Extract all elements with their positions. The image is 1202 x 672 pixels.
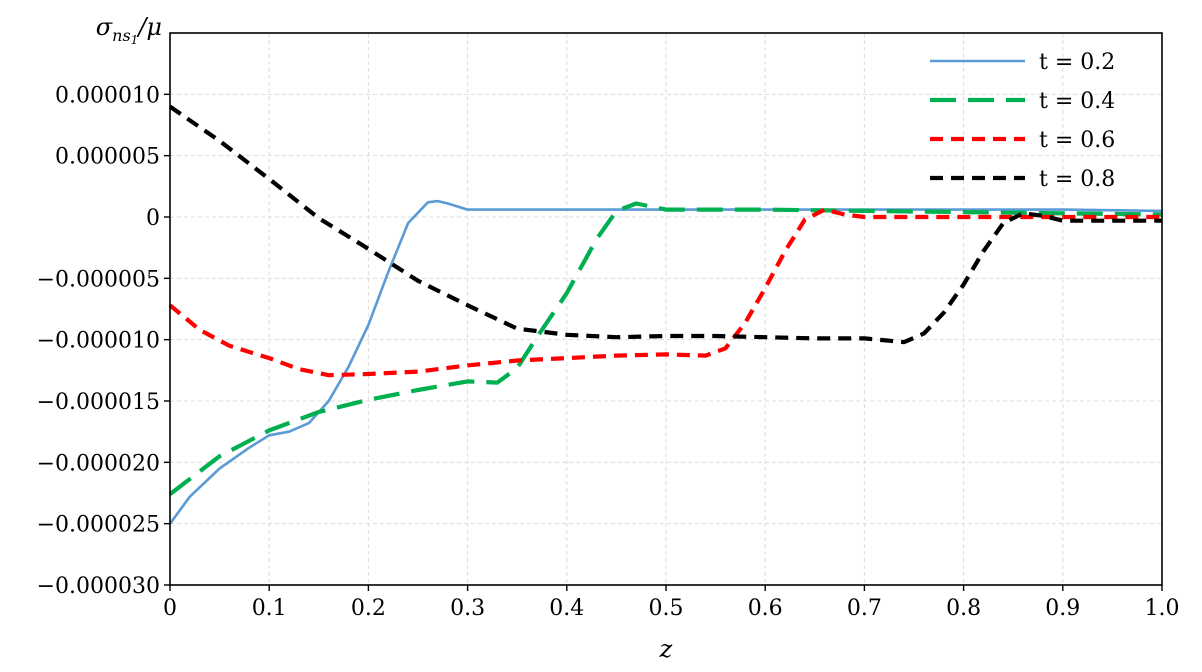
y-tick-label: 0.000010 (55, 83, 160, 108)
series-line-2 (168, 201, 1163, 496)
x-tick-label: 0.2 (351, 596, 386, 621)
x-axis: 0 0.1 0.2 0.3 0.4 0.5 0.6 0.7 0.8 0.9 1.0 (163, 585, 1180, 621)
y-tick-label: 0 (146, 206, 160, 231)
legend-label-2: t = 0.4 (1039, 89, 1115, 114)
grid (170, 33, 1162, 586)
y-axis-title: σns1/μ (96, 13, 162, 47)
legend-label-1: t = 0.2 (1039, 50, 1115, 75)
y-tick-label: 0.000005 (55, 145, 160, 170)
x-tick-label: 1.0 (1145, 596, 1180, 621)
y-tick-label: −0.000025 (37, 513, 160, 538)
x-tick-label: 0.7 (847, 596, 882, 621)
legend: t = 0.2 t = 0.4 t = 0.6 t = 0.8 (930, 50, 1115, 192)
y-tick-label: −0.000020 (37, 451, 160, 476)
x-tick-label: 0.5 (649, 596, 684, 621)
legend-label-4: t = 0.8 (1039, 167, 1115, 192)
series-line-3 (168, 207, 1162, 378)
series-layer (168, 104, 1163, 525)
x-tick-label: 0.4 (549, 596, 584, 621)
x-axis-title: z (659, 635, 673, 663)
x-tick-label: 0.6 (748, 596, 783, 621)
x-tick-label: 0.3 (450, 596, 485, 621)
y-axis: 0.000010 0.000005 0 −0.000005 −0.000010 −0.00… (37, 83, 170, 599)
y-tick-label: −0.000015 (37, 390, 160, 415)
legend-label-3: t = 0.6 (1039, 128, 1115, 153)
x-tick-label: 0 (163, 596, 177, 621)
x-tick-label: 0.1 (252, 596, 287, 621)
x-tick-label: 0.8 (946, 596, 981, 621)
y-tick-label: −0.000005 (37, 267, 160, 292)
x-tick-label: 0.9 (1045, 596, 1080, 621)
y-tick-label: −0.000010 (37, 329, 160, 354)
series-line-4 (168, 104, 1162, 345)
y-tick-label: −0.000030 (37, 574, 160, 599)
